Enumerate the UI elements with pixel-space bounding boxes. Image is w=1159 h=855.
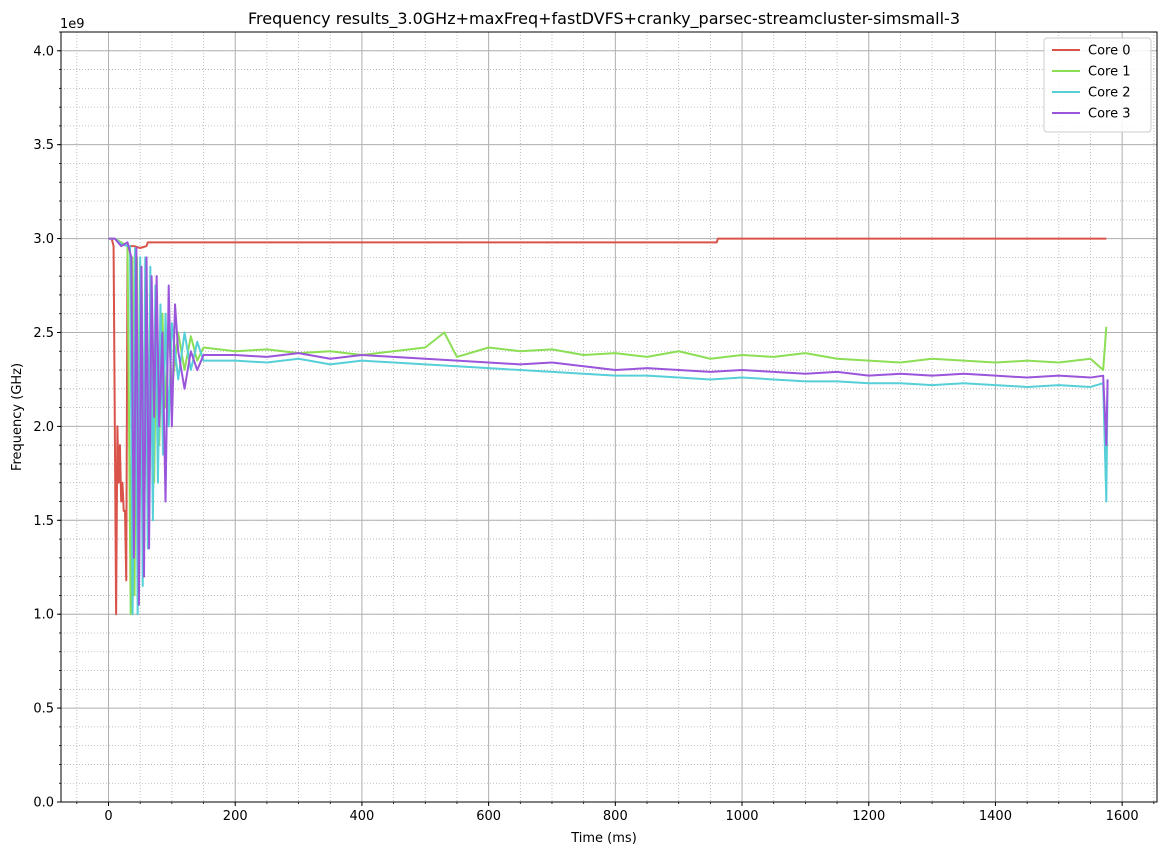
x-axis: 0 200 400 600 800 1000 1200 1400 1600: [76, 802, 1155, 824]
x-tick-label: 600: [476, 809, 501, 824]
y-tick-label: 4.0: [33, 44, 54, 59]
x-tick-label: 1400: [979, 809, 1012, 824]
series-layer: [108, 237, 1109, 616]
y-tick-label: 3.5: [33, 138, 54, 153]
x-tick-label: 0: [104, 809, 112, 824]
x-tick-label: 400: [350, 809, 375, 824]
x-tick-label: 1200: [852, 809, 885, 824]
plot-frame: [60, 31, 1158, 803]
legend-label: Core 0: [1088, 44, 1131, 59]
y-tick-label: 2.5: [33, 326, 54, 341]
legend-label: Core 1: [1088, 65, 1131, 80]
y-tick-label: 0.5: [33, 702, 54, 717]
y-tick-label: 3.0: [33, 232, 54, 247]
y-tick-label: 2.0: [33, 420, 54, 435]
legend-box: [1043, 37, 1152, 133]
legend: Core 0 Core 1 Core 2 Core 3: [1043, 37, 1152, 133]
y-axis: 0.0 0.5 1.0 1.5 2.0 2.5 3.0 3.5 4.0: [33, 31, 61, 811]
y-offset-label: 1e9: [60, 17, 85, 32]
series-line-core-3: [108, 237, 1109, 606]
y-axis-label: Frequency (GHz): [10, 363, 25, 471]
x-tick-label: 1000: [725, 809, 758, 824]
chart-title: Frequency results_3.0GHz+maxFreq+fastDVF…: [248, 9, 960, 29]
y-tick-label: 1.0: [33, 608, 54, 623]
y-tick-label: 1.5: [33, 514, 54, 529]
y-tick-label: 0.0: [33, 796, 54, 811]
series-line-core-0: [108, 237, 1107, 616]
x-tick-label: 200: [223, 809, 248, 824]
legend-label: Core 2: [1088, 86, 1131, 101]
legend-label: Core 3: [1088, 107, 1131, 122]
x-tick-label: 1600: [1106, 809, 1139, 824]
x-axis-label: Time (ms): [570, 831, 637, 846]
x-tick-label: 800: [603, 809, 628, 824]
